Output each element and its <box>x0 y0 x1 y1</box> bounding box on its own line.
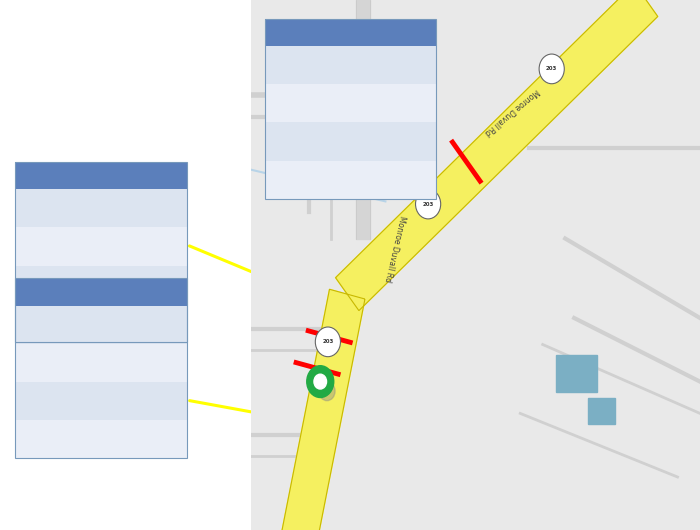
Text: Upstream: Upstream <box>316 26 384 39</box>
Text: AB Direction: AB Direction <box>20 242 98 251</box>
Text: SB: SB <box>111 356 132 370</box>
Circle shape <box>319 382 335 401</box>
Text: Start Time: Start Time <box>20 280 86 289</box>
Text: End Time: End Time <box>20 318 78 328</box>
Text: SB: SB <box>111 240 132 253</box>
Text: 5:53: 5:53 <box>360 135 395 148</box>
Text: Monroe Duvall Rd: Monroe Duvall Rd <box>482 86 540 137</box>
Text: 21610: 21610 <box>111 201 160 215</box>
Text: 5:32: 5:32 <box>111 394 146 408</box>
Circle shape <box>315 327 340 357</box>
Bar <box>556 355 596 392</box>
Text: Counter Number: Counter Number <box>20 320 123 330</box>
Text: 203: 203 <box>322 339 334 344</box>
Text: 5:08: 5:08 <box>111 278 146 292</box>
Text: End Time: End Time <box>270 175 328 184</box>
Text: 187th Ave SE: 187th Ave SE <box>360 109 366 156</box>
Text: 16542: 16542 <box>111 318 160 332</box>
Text: End Time: End Time <box>20 435 78 444</box>
Text: 6:30: 6:30 <box>360 173 395 187</box>
Circle shape <box>416 189 441 219</box>
Bar <box>587 398 615 424</box>
Text: 203: 203 <box>546 66 557 72</box>
Text: Counter Number: Counter Number <box>270 60 372 70</box>
Circle shape <box>539 54 564 84</box>
Text: Monroe Duvall Rd: Monroe Duvall Rd <box>382 215 407 283</box>
Text: Start Time: Start Time <box>270 137 335 146</box>
Polygon shape <box>335 0 658 311</box>
Text: Counter Number: Counter Number <box>20 204 123 213</box>
Circle shape <box>314 374 326 389</box>
Polygon shape <box>278 289 365 530</box>
Text: SB: SB <box>360 96 382 110</box>
Text: Center of Curve: Center of Curve <box>46 286 156 298</box>
Circle shape <box>307 366 334 398</box>
Text: PC: PC <box>92 169 111 182</box>
Text: 6:56: 6:56 <box>111 432 146 446</box>
Text: AB Direction: AB Direction <box>20 358 98 368</box>
Text: 20330: 20330 <box>360 58 409 72</box>
Text: Start Time: Start Time <box>20 396 86 406</box>
Text: 203: 203 <box>422 201 434 207</box>
Text: AB Direction: AB Direction <box>270 99 347 108</box>
Text: 6:45: 6:45 <box>111 316 146 330</box>
